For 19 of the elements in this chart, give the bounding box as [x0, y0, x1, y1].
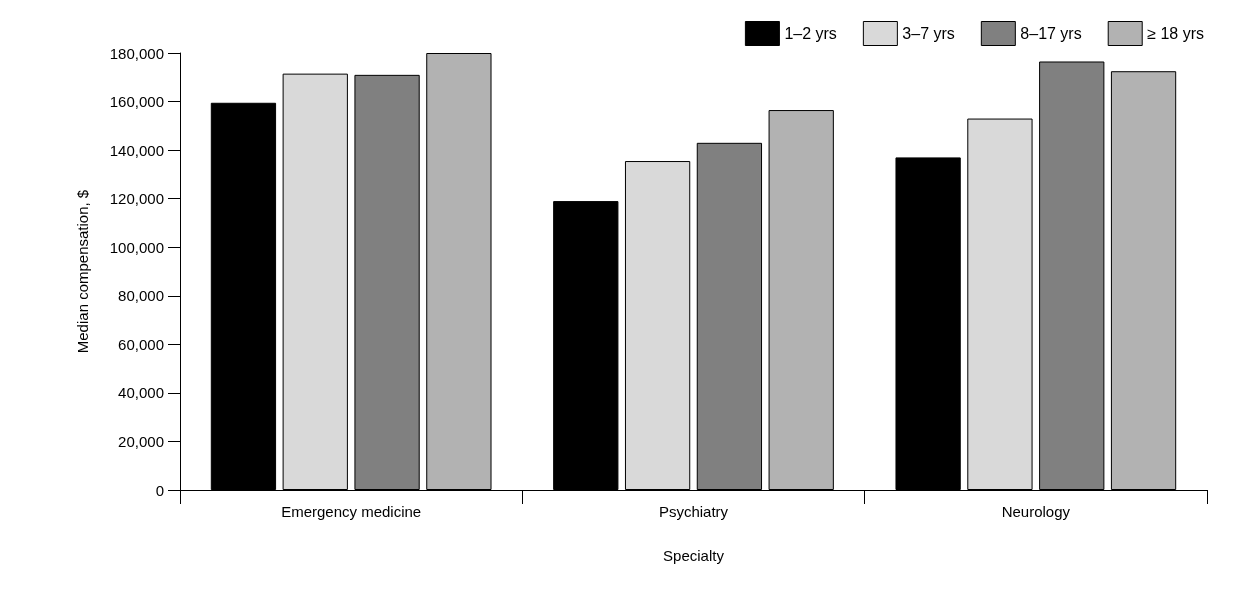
- y-axis-title: Median compensation, $: [74, 189, 91, 354]
- y-tick-label: 40,000: [118, 384, 164, 402]
- y-tick-label: 80,000: [118, 287, 164, 305]
- x-tick-label: Emergency medicine: [281, 503, 422, 520]
- y-tick-label: 120,000: [109, 190, 164, 208]
- y-tick-label: 160,000: [109, 93, 164, 111]
- y-tick-label: 60,000: [118, 335, 164, 353]
- legend-label: 8–17 yrs: [1020, 25, 1082, 42]
- y-tick-label: 20,000: [118, 432, 164, 450]
- y-tick-label: 180,000: [109, 44, 164, 62]
- legend-label: ≥ 18 yrs: [1147, 25, 1204, 42]
- y-tick-label: 100,000: [109, 238, 164, 256]
- x-axis-title: Specialty: [663, 547, 725, 564]
- x-tick-label: Psychiatry: [658, 503, 729, 520]
- legend-label: 3–7 yrs: [902, 25, 955, 42]
- y-tick-label: 140,000: [109, 141, 164, 159]
- legend-label: 1–2 yrs: [784, 25, 837, 42]
- y-tick-label: 0: [155, 481, 164, 499]
- x-tick-label: Neurology: [1001, 503, 1071, 520]
